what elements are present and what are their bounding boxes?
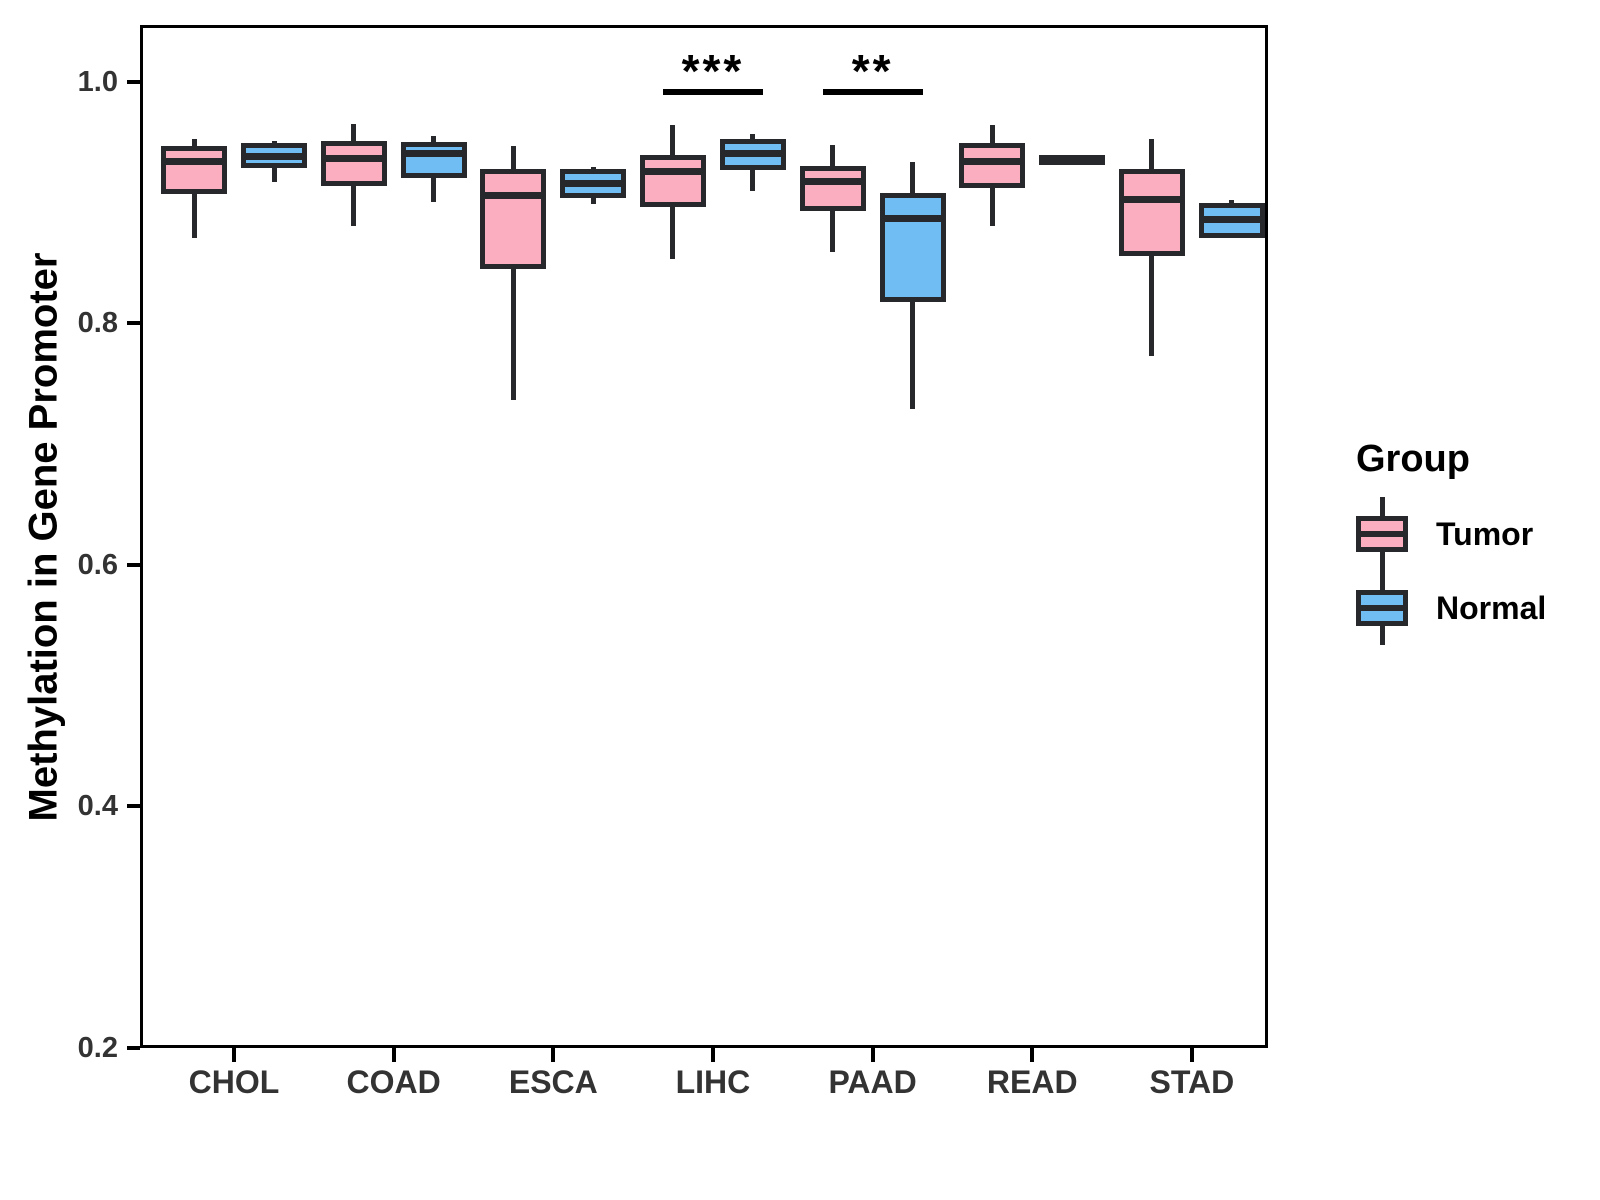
x-tick-mark <box>870 1048 875 1062</box>
median-esca-tumor <box>480 192 547 199</box>
legend-title: Group <box>1356 438 1470 480</box>
y-tick-label: 0.6 <box>77 548 118 581</box>
x-tick-mark <box>710 1048 715 1062</box>
box-esca-tumor <box>480 168 547 270</box>
box-stad-tumor <box>1118 168 1185 257</box>
y-tick-label: 0.8 <box>77 307 118 340</box>
median-stad-normal <box>1198 216 1265 224</box>
median-stad-tumor <box>1118 195 1185 203</box>
x-tick-label: READ <box>986 1064 1078 1100</box>
tumor-boxplot-glyph <box>1356 497 1408 571</box>
y-tick-mark <box>127 321 140 326</box>
x-tick-label: CHOL <box>188 1064 280 1100</box>
significance-bar-paad <box>822 88 923 95</box>
median-read-tumor <box>959 158 1026 166</box>
y-tick-label: 0.4 <box>77 790 118 823</box>
box-paad-tumor <box>799 166 866 212</box>
median-coad-tumor <box>320 154 387 162</box>
x-tick-label: ESCA <box>508 1064 598 1100</box>
significance-stars-lihc: *** <box>681 44 745 97</box>
y-tick-mark <box>127 79 140 84</box>
glyph-median <box>1356 605 1408 611</box>
x-tick-mark <box>232 1048 236 1062</box>
median-coad-normal <box>400 149 467 157</box>
median-chol-normal <box>241 153 307 161</box>
legend-label-tumor: Tumor <box>1436 515 1534 552</box>
box-paad-normal <box>879 192 946 302</box>
glyph-median <box>1356 531 1408 537</box>
box-chol-tumor <box>161 145 227 195</box>
x-tick-label: STAD <box>1149 1064 1235 1100</box>
normal-boxplot-glyph <box>1356 571 1408 645</box>
median-paad-normal <box>879 214 946 222</box>
x-tick-mark <box>1030 1048 1035 1062</box>
median-lihc-tumor <box>639 167 706 175</box>
legend: Group Tumor Normal <box>1356 438 1546 645</box>
box-coad-normal <box>400 142 467 178</box>
median-read-normal <box>1039 156 1106 164</box>
significance-bar-lihc <box>662 88 763 95</box>
whisker-esca-tumor <box>510 145 516 400</box>
median-paad-tumor <box>799 177 866 185</box>
x-tick-mark <box>551 1048 556 1062</box>
y-axis-title-text: Methylation in Gene Promoter <box>21 252 66 822</box>
legend-entry-tumor: Tumor <box>1356 497 1546 571</box>
median-chol-tumor <box>161 158 227 166</box>
x-tick-mark <box>391 1048 396 1062</box>
box-read-tumor <box>959 143 1026 189</box>
x-tick-mark <box>1189 1048 1194 1062</box>
significance-stars-paad: ** <box>851 44 894 97</box>
x-tick-label: LIHC <box>675 1064 751 1100</box>
box-lihc-tumor <box>639 155 706 207</box>
x-tick-label: COAD <box>346 1064 441 1100</box>
y-tick-mark <box>127 1046 140 1050</box>
y-tick-mark <box>127 804 140 809</box>
y-tick-mark <box>127 562 140 567</box>
y-tick-label: 1.0 <box>77 65 118 98</box>
y-tick-label: 0.2 <box>77 1032 118 1064</box>
median-esca-normal <box>560 179 627 187</box>
box-coad-tumor <box>320 140 387 186</box>
legend-label-normal: Normal <box>1436 589 1547 626</box>
median-lihc-normal <box>719 149 786 157</box>
x-tick-label: PAAD <box>828 1064 917 1100</box>
legend-entry-normal: Normal <box>1356 571 1546 645</box>
